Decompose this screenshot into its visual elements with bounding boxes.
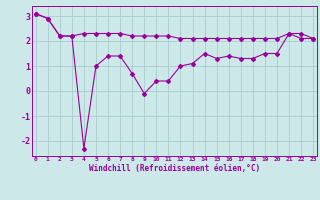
X-axis label: Windchill (Refroidissement éolien,°C): Windchill (Refroidissement éolien,°C) bbox=[89, 164, 260, 173]
